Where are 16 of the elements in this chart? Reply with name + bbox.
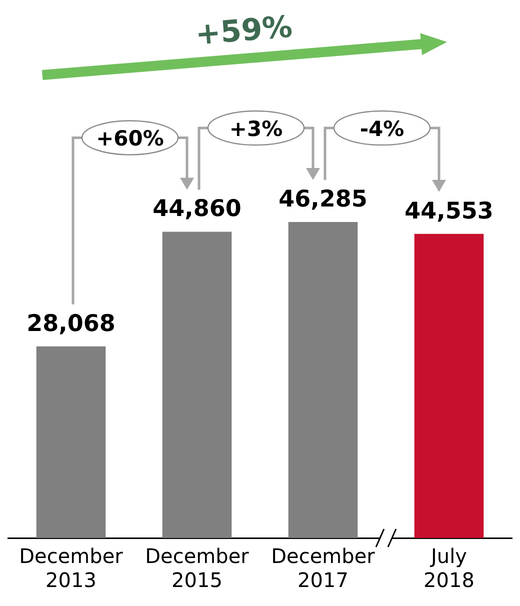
bar [288,222,358,538]
text: +60% [96,126,164,151]
data-label: 28,068 [26,310,116,337]
x-tick-label: December 2015 [145,544,250,592]
data-label: 44,860 [152,196,242,222]
text: -4% [360,117,404,141]
bar [162,232,232,538]
x-tick-label: July 2018 [424,544,474,592]
x-tick-label: December 2013 [19,544,124,592]
bar [414,234,484,538]
x-tick-label: December 2017 [271,544,376,592]
text: +3% [229,117,283,141]
bar [36,346,106,538]
text: +59% [194,10,294,52]
data-label: 44,553 [404,198,494,224]
data-label: 46,285 [278,186,368,212]
